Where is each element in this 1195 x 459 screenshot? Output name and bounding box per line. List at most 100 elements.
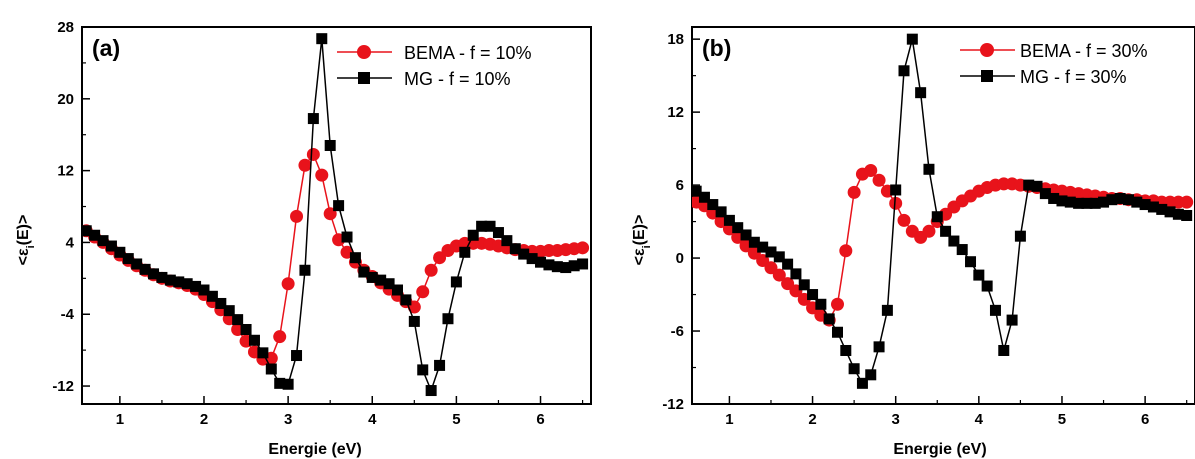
legend-marker-mg-b xyxy=(981,70,993,82)
data-point-mg-b xyxy=(782,258,794,270)
data-point-mg-a xyxy=(274,377,286,389)
data-point-bema-b xyxy=(922,224,936,238)
data-point-mg-a xyxy=(568,260,580,272)
x-tick-label-b: 5 xyxy=(1058,411,1066,428)
data-point-mg-a xyxy=(82,225,92,237)
data-point-mg-b xyxy=(906,33,918,45)
data-point-mg-b xyxy=(698,191,710,203)
data-point-mg-a xyxy=(509,243,521,255)
y-tick-label-b: 0 xyxy=(676,250,684,267)
x-tick-label-b: 6 xyxy=(1141,411,1149,428)
data-point-mg-a xyxy=(526,253,538,265)
data-point-mg-b xyxy=(798,279,810,291)
data-point-mg-a xyxy=(215,297,227,309)
data-point-mg-a xyxy=(248,334,260,346)
y-tick-label-b: 12 xyxy=(667,104,684,121)
data-point-mg-a xyxy=(518,248,530,260)
panel-label-b: (b) xyxy=(702,35,731,61)
y-axis-label-main-a: <ε xyxy=(15,248,32,265)
data-point-mg-b xyxy=(998,344,1010,356)
data-point-mg-b xyxy=(865,369,877,381)
legend-label-mg-a: MG - f = 10% xyxy=(404,69,511,89)
data-point-mg-b xyxy=(723,214,735,226)
data-point-mg-b xyxy=(740,229,752,241)
data-point-mg-b xyxy=(1156,203,1168,215)
y-tick-label-a: -12 xyxy=(52,378,74,395)
series-group-b xyxy=(692,33,1194,389)
data-point-bema-b xyxy=(830,297,844,311)
data-point-mg-b xyxy=(989,304,1001,316)
data-point-mg-b xyxy=(692,185,702,197)
data-point-mg-a xyxy=(240,323,252,335)
data-point-mg-b xyxy=(1147,201,1159,213)
y-tick-label-a: 4 xyxy=(66,234,75,251)
data-point-bema-b xyxy=(864,164,878,178)
data-point-bema-b xyxy=(872,173,886,187)
data-point-bema-a xyxy=(306,147,320,161)
data-point-mg-b xyxy=(948,235,960,247)
legend-marker-mg-a xyxy=(358,72,370,84)
data-point-mg-a xyxy=(417,364,429,376)
data-point-mg-b xyxy=(1181,210,1193,221)
data-point-mg-b xyxy=(831,326,843,338)
data-point-mg-a xyxy=(97,235,109,247)
legend-marker-bema-b xyxy=(980,43,994,57)
data-point-mg-a xyxy=(501,235,513,247)
data-point-mg-b xyxy=(890,184,902,196)
data-point-mg-b xyxy=(915,87,927,99)
data-point-mg-a xyxy=(442,313,454,325)
data-point-bema-a xyxy=(290,209,304,223)
y-tick-label-a: -4 xyxy=(61,306,75,323)
data-point-mg-a xyxy=(535,256,547,268)
data-point-mg-b xyxy=(848,363,860,375)
x-tick-label-b: 1 xyxy=(725,411,733,428)
data-point-mg-b xyxy=(1039,188,1051,200)
x-tick-label-a: 6 xyxy=(536,411,544,428)
data-point-mg-a xyxy=(190,280,202,292)
panel-label-a: (a) xyxy=(92,35,120,61)
y-axis-label-sub-b: i xyxy=(641,245,653,248)
legend-label-mg-b: MG - f = 30% xyxy=(1020,67,1127,87)
legend-a: BEMA - f = 10% MG - f = 10% xyxy=(337,43,532,89)
x-tick-label-b: 2 xyxy=(808,411,816,428)
data-point-mg-a xyxy=(333,200,345,212)
data-point-mg-a xyxy=(122,253,134,265)
data-point-bema-a xyxy=(281,277,295,291)
data-point-mg-b xyxy=(1164,206,1176,218)
data-point-mg-b xyxy=(715,206,727,218)
data-point-mg-b xyxy=(732,222,744,234)
data-point-mg-a xyxy=(282,378,294,390)
legend-label-bema-a: BEMA - f = 10% xyxy=(404,43,532,63)
data-point-mg-a xyxy=(383,278,395,290)
data-point-mg-a xyxy=(492,227,504,239)
data-point-mg-b xyxy=(1006,314,1018,326)
data-point-mg-b xyxy=(773,251,785,263)
y-tick-label-b: 18 xyxy=(667,31,684,48)
data-point-mg-a xyxy=(291,350,303,362)
data-point-mg-a xyxy=(299,264,311,276)
data-point-mg-b xyxy=(1056,195,1068,207)
data-point-mg-b xyxy=(873,341,885,353)
data-point-mg-b xyxy=(757,241,769,253)
data-point-mg-a xyxy=(114,246,126,258)
data-point-bema-b xyxy=(772,268,786,282)
data-point-mg-b xyxy=(1023,179,1035,191)
y-axis-label-a: <εi(E)> xyxy=(15,215,37,266)
data-point-bema-b xyxy=(1180,195,1194,209)
data-point-mg-a xyxy=(341,231,353,243)
data-point-mg-a xyxy=(156,271,168,283)
data-point-mg-a xyxy=(148,268,160,280)
y-axis-label-sub-a: i xyxy=(25,245,37,248)
data-point-bema-b xyxy=(897,213,911,227)
data-point-mg-a xyxy=(198,284,210,296)
y-tick-label-a: 20 xyxy=(57,91,74,108)
data-point-mg-a xyxy=(139,263,151,275)
data-point-mg-b xyxy=(856,377,868,389)
y-axis-label-b: <εi(E)> xyxy=(631,215,653,266)
data-point-mg-a xyxy=(105,240,117,252)
y-tick-label-a: 12 xyxy=(57,163,74,180)
y-axis-label-rest-b: (E)> xyxy=(631,215,648,246)
data-point-mg-a xyxy=(366,271,378,283)
